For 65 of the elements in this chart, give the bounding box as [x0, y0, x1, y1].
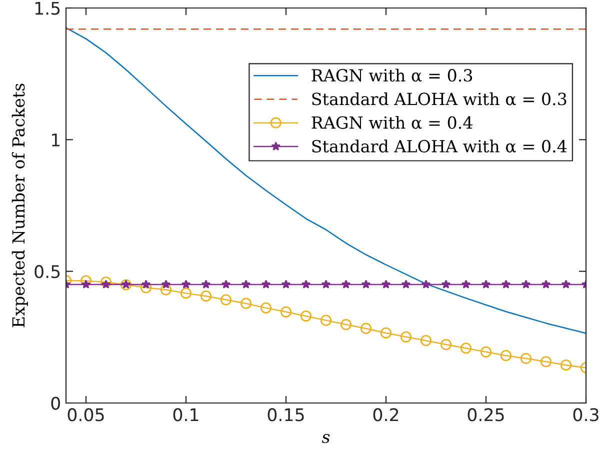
point — [341, 280, 351, 289]
x-tick-label: 0.3 — [573, 408, 598, 422]
y-tick-label: 1 — [52, 134, 60, 146]
point — [81, 280, 91, 289]
point — [480, 346, 492, 358]
point — [441, 280, 451, 289]
point — [520, 352, 532, 364]
point — [200, 290, 212, 302]
point — [521, 280, 531, 289]
x-axis-title: s — [322, 434, 330, 444]
legend-label: Standard ALOHA with α = 0.3 — [312, 92, 566, 106]
point — [101, 280, 111, 289]
point — [381, 280, 391, 289]
point — [321, 280, 331, 289]
point — [440, 338, 452, 350]
point — [80, 275, 92, 286]
point — [461, 280, 471, 289]
x-tick-label: 0.2 — [373, 408, 398, 422]
point — [220, 294, 232, 306]
line-series — [66, 27, 586, 334]
legend-label: RAGN with α = 0.3 — [312, 68, 472, 82]
point — [561, 280, 571, 289]
point — [201, 280, 211, 289]
point — [400, 331, 412, 342]
point — [161, 280, 171, 289]
point — [180, 288, 192, 299]
point — [501, 280, 511, 289]
point — [281, 280, 291, 289]
y-tick-label: 0.5 — [34, 265, 60, 278]
point — [160, 284, 172, 296]
point — [560, 360, 572, 371]
point — [500, 350, 512, 362]
point — [481, 280, 491, 289]
x-tick-label: 0.05 — [68, 408, 104, 422]
point — [241, 280, 251, 289]
point — [300, 310, 312, 322]
point — [240, 298, 252, 310]
y-tick-label: 1.5 — [35, 2, 60, 15]
y-tick-label: 0 — [51, 396, 60, 410]
point — [360, 322, 372, 334]
point — [541, 280, 551, 289]
point — [260, 302, 272, 314]
legend-label: RAGN with α = 0.4 — [312, 116, 472, 129]
point — [181, 280, 191, 289]
point — [320, 314, 332, 326]
x-tick-label: 0.15 — [268, 408, 304, 422]
point — [140, 282, 152, 294]
point — [221, 280, 231, 289]
point — [421, 280, 431, 289]
point — [301, 280, 311, 289]
x-tick-label: 0.25 — [468, 408, 504, 422]
point — [280, 306, 292, 318]
x-tick-label: 0.1 — [173, 408, 198, 422]
point — [100, 276, 112, 288]
point — [540, 356, 552, 368]
point — [380, 327, 392, 339]
point — [340, 318, 352, 330]
point — [361, 280, 371, 289]
point — [261, 280, 271, 289]
point — [460, 342, 472, 354]
point — [420, 335, 432, 346]
point — [141, 280, 151, 289]
y-axis-title: Expected Number of Packets — [12, 84, 28, 328]
legend-label: Standard ALOHA with α = 0.4 — [312, 140, 567, 153]
point — [401, 280, 411, 289]
